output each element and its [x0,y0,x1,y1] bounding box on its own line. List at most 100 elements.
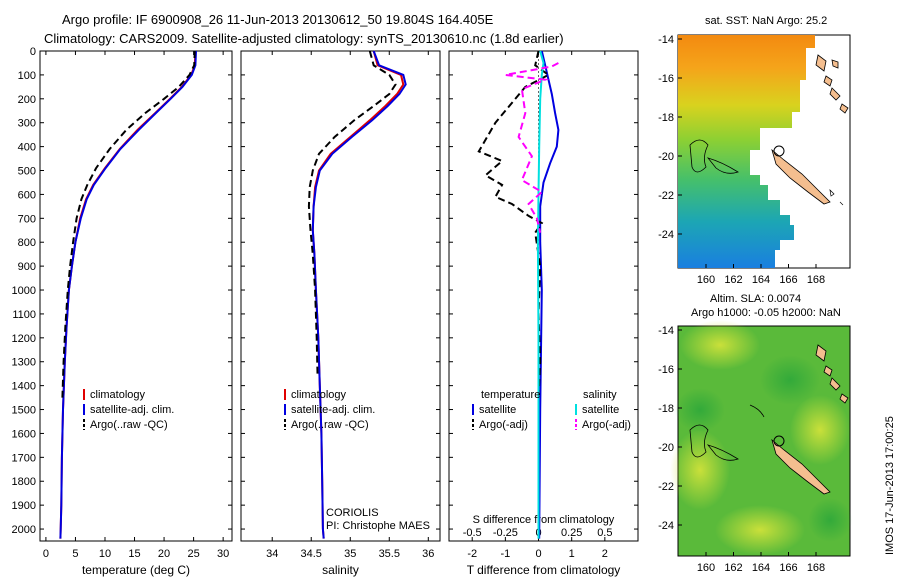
depth-tick-label: 200 [18,94,36,106]
map-x-tick-label: 162 [724,274,742,286]
map-x-tick-label: 160 [697,274,715,286]
x-tick-label: 20 [158,548,170,560]
x-tick-label: 25 [187,548,199,560]
sla-island-main [771,438,831,495]
sst-field [678,35,815,268]
map-x-tick-label: 166 [779,274,797,286]
map-y-tick-label: -18 [658,403,674,415]
map-x-tick-label: 164 [752,562,770,574]
x-tick-label: 1 [569,548,575,560]
series-line-argo [307,50,397,374]
series-line-salinity-argo [505,62,559,233]
map-y-tick-label: -22 [658,190,674,202]
top-tick-label: 0.25 [561,527,582,539]
legend-label: Argo(-adj) [479,419,528,431]
depth-tick-label: 1400 [12,381,36,393]
x-tick-label: -2 [467,548,477,560]
sla-coastline [689,404,765,461]
depth-tick-label: 0 [30,46,36,58]
series-line-satellite [311,50,407,539]
depth-tick-label: 300 [18,118,36,130]
depth-tick-label: 2000 [12,524,36,536]
depth-tick-label: 900 [18,261,36,273]
depth-tick-label: 700 [18,213,36,225]
sla-blob [760,355,820,405]
sla-blob [715,505,805,555]
depth-tick-label: 500 [18,166,36,178]
legend-label: Argo(..raw -QC) [90,419,168,431]
depth-tick-label: 1000 [12,285,36,297]
map-x-tick-label: 160 [697,562,715,574]
plot-frame [240,50,441,542]
x-tick-label: 34.5 [301,548,322,560]
depth-tick-label: 1600 [12,428,36,440]
sst-island-main [771,148,831,205]
x-axis-label: salinity [322,563,359,577]
x-tick-label: 10 [99,548,111,560]
sla-blob [790,395,850,465]
series-line-satellite [59,50,197,539]
x-tick-label: 0 [43,548,49,560]
map-y-tick-label: -14 [658,34,674,46]
map-y-tick-label: -20 [658,442,674,454]
x-tick-label: 34 [266,548,278,560]
sst-islet [829,188,844,206]
series-line-satellite [538,50,560,539]
depth-tick-label: 400 [18,142,36,154]
depth-tick-label: 600 [18,189,36,201]
depth-tick-label: 1200 [12,333,36,345]
depth-tick-label: 1500 [12,405,36,417]
imos-stamp: IMOS 17-Jun-2013 17:00:25 [884,416,896,555]
temperature-panel: 0100200300400500600700800900100011001200… [12,46,233,577]
legend-title: temperature [481,389,540,401]
salinity-panel: 34 34.5 35 35.5 36 salinity climatology satelli… [240,50,441,577]
map-tick-labels: 160 162 164 166 168 -14 -16 -18 -20 -22 -24 160 162 1… [658,34,825,574]
sst-coastline [689,139,739,174]
x-tick-label: 35.5 [379,548,400,560]
map-y-tick-label: -16 [658,364,674,376]
sst-island-loyalty [815,54,849,114]
figure-title-line1: Argo profile: IF 6900908_26 11-Jun-2013 … [62,12,494,27]
map-y-tick-label: -24 [658,229,674,241]
depth-tick-label: 1700 [12,452,36,464]
legend-label: Argo(-adj) [582,419,631,431]
sla-argo-position [773,435,785,447]
sla-blob [675,388,725,432]
map-y-tick-label: -22 [658,481,674,493]
map-y-tick-label: -20 [658,151,674,163]
sst-map-title: sat. SST: NaN Argo: 25.2 [705,15,827,27]
x-tick-label: 35 [344,548,356,560]
depth-tick-label: 1300 [12,357,36,369]
coriolis-label: CORIOLIS [326,507,379,519]
x-tick-label: 2 [602,548,608,560]
x-axis-label: T difference from climatology [467,563,621,577]
difference-panel: -2 -1 0 1 2 T difference from climatology S di… [448,50,639,577]
x-tick-label: 36 [422,548,434,560]
sla-map-title: Altim. SLA: 0.0074 [710,293,801,305]
legend-title: salinity [583,389,617,401]
map-y-tick-label: -16 [658,73,674,85]
sla-blob [670,430,730,510]
legend-label: satellite [479,404,516,416]
sla-map: Altim. SLA: 0.0074 Argo h1000: -0.05 h20… [670,293,852,557]
series-line-argo [477,50,551,398]
legend-label: satellite-adj. clim. [291,404,375,416]
x-tick-label: 30 [217,548,229,560]
figure-title-line2: Climatology: CARS2009. Satellite-adjuste… [44,31,564,46]
x-tick-label: 5 [72,548,78,560]
legend-label: satellite [582,404,619,416]
map-x-tick-label: 162 [724,562,742,574]
legend-label: Argo(..raw -QC) [291,419,369,431]
map-x-tick-label: 168 [807,562,825,574]
legend-label: satellite-adj. clim. [90,404,174,416]
sla-map-subtitle: Argo h1000: -0.05 h2000: NaN [691,307,841,319]
sst-argo-position [773,145,785,157]
map-y-tick-label: -18 [658,112,674,124]
legend-label: climatology [90,389,146,401]
map-x-tick-label: 168 [807,274,825,286]
sla-blob [680,320,760,370]
pi-label: PI: Christophe MAES [326,520,430,532]
map-y-tick-label: -14 [658,325,674,337]
top-tick-label: -0.25 [493,527,518,539]
